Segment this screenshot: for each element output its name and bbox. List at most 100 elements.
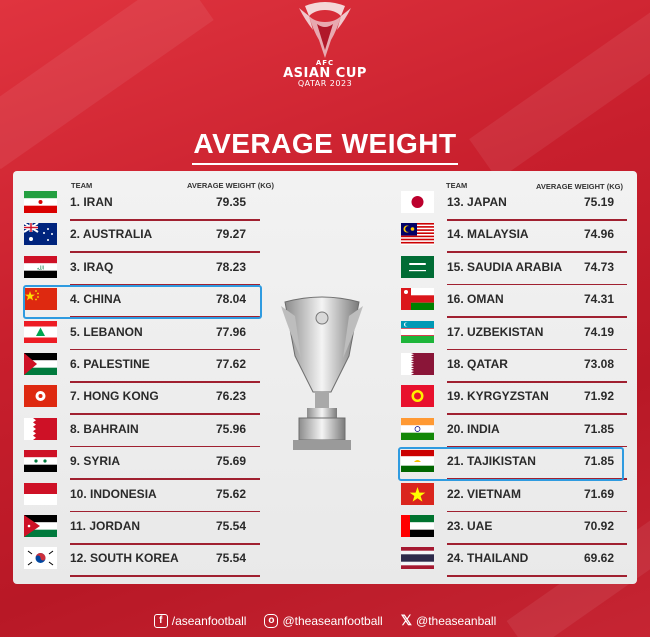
team-row: 16. OMAN 74.31 bbox=[401, 288, 631, 318]
row-underline bbox=[447, 543, 627, 545]
row-underline bbox=[70, 543, 260, 545]
team-weight: 71.92 bbox=[584, 389, 615, 404]
left-weight-header: AVERAGE WEIGHT (KG) bbox=[187, 181, 274, 190]
row-underline bbox=[447, 283, 627, 286]
team-weight: 75.19 bbox=[584, 195, 615, 209]
lebanon-flag-icon bbox=[24, 320, 57, 343]
ranking-panel: TEAM AVERAGE WEIGHT (KG) TEAM AVERAGE WE… bbox=[13, 171, 637, 584]
team-row: 7. HONG KONG 76.23 bbox=[24, 385, 264, 415]
jordan-flag-icon bbox=[24, 515, 57, 537]
team-name: 20. INDIA bbox=[447, 421, 500, 436]
team-row: 17. UZBEKISTAN 74.19 bbox=[401, 320, 631, 351]
team-weight: 74.73 bbox=[584, 259, 615, 274]
team-weight: 78.23 bbox=[216, 259, 247, 274]
saudi-arabia-flag-icon bbox=[401, 255, 434, 278]
team-row: 23. UAE 70.92 bbox=[401, 515, 631, 545]
thailand-flag-icon bbox=[401, 547, 434, 570]
team-row: 1. IRAN 79.35 bbox=[24, 191, 264, 221]
team-weight: 74.19 bbox=[584, 324, 615, 339]
social-footer: f /aseanfootball o @theaseanfootball 𝕏 @… bbox=[0, 612, 650, 629]
row-underline bbox=[447, 348, 627, 351]
team-row: 6. PALESTINE 77.62 bbox=[24, 353, 264, 383]
team-name: 18. QATAR bbox=[447, 357, 508, 371]
team-row: 19. KYRGYZSTAN 71.92 bbox=[401, 385, 631, 415]
team-row: 11. JORDAN 75.54 bbox=[24, 515, 264, 545]
x-handle: @theaseanball bbox=[416, 613, 497, 628]
team-weight: 75.62 bbox=[216, 486, 247, 501]
team-name: 2. AUSTRALIA bbox=[70, 227, 153, 242]
team-weight: 77.62 bbox=[216, 357, 247, 371]
team-row: 8. BAHRAIN 75.96 bbox=[24, 417, 264, 448]
team-row: 10. INDONESIA 75.62 bbox=[24, 482, 264, 513]
team-name: 8. BAHRAIN bbox=[70, 421, 139, 436]
team-name: 9. SYRIA bbox=[70, 454, 121, 469]
team-name: 15. SAUDIA ARABIA bbox=[447, 259, 563, 274]
team-name: 21. TAJIKISTAN bbox=[447, 454, 536, 469]
team-row: 20. INDIA 71.85 bbox=[401, 417, 631, 448]
team-weight: 79.27 bbox=[216, 227, 247, 242]
team-row: 4. CHINA 78.04 bbox=[24, 288, 264, 318]
logo-afc: AFC bbox=[315, 59, 335, 67]
facebook-handle: /aseanfootball bbox=[171, 613, 247, 628]
team-weight: 73.08 bbox=[584, 357, 615, 371]
team-name: 23. UAE bbox=[447, 519, 493, 533]
team-weight: 75.54 bbox=[216, 519, 247, 533]
team-row: 22. VIETNAM 71.69 bbox=[401, 482, 631, 513]
team-row: الله 3. IRAQ 78.23 bbox=[24, 255, 264, 286]
team-row: 21. TAJIKISTAN 71.85 bbox=[401, 450, 631, 480]
team-row: 15. SAUDIA ARABIA 74.73 bbox=[401, 255, 631, 286]
syria-flag-icon bbox=[24, 450, 57, 473]
tajikistan-flag-icon bbox=[401, 450, 434, 473]
team-name: 3. IRAQ bbox=[70, 259, 114, 274]
team-name: 12. SOUTH KOREA bbox=[70, 551, 179, 566]
row-underline bbox=[447, 575, 627, 577]
iran-flag-icon bbox=[24, 191, 57, 213]
team-weight: 75.96 bbox=[216, 421, 247, 436]
row-underline bbox=[447, 251, 627, 253]
india-flag-icon bbox=[401, 417, 434, 440]
team-name: 17. UZBEKISTAN bbox=[447, 324, 544, 339]
team-weight: 79.35 bbox=[216, 195, 247, 209]
row-underline bbox=[70, 575, 260, 577]
team-weight: 71.69 bbox=[584, 486, 615, 501]
footer-instagram[interactable]: o @theaseanfootball bbox=[264, 612, 383, 629]
footer-x[interactable]: 𝕏 @theaseanball bbox=[401, 612, 497, 629]
highlight-box-tajikistan bbox=[398, 447, 624, 481]
row-underline bbox=[70, 445, 260, 448]
team-row: 12. SOUTH KOREA 75.54 bbox=[24, 547, 264, 577]
team-row: 18. QATAR 73.08 bbox=[401, 353, 631, 383]
hong-kong-flag-icon bbox=[24, 385, 57, 408]
team-name: 19. KYRGYZSTAN bbox=[447, 389, 549, 404]
trophy-icon bbox=[281, 296, 363, 450]
svg-text:الله: الله bbox=[37, 265, 44, 271]
row-underline bbox=[447, 445, 627, 448]
row-underline bbox=[447, 478, 627, 480]
qatar-flag-icon bbox=[401, 353, 434, 375]
south-korea-flag-icon bbox=[24, 547, 57, 570]
team-name: 4. CHINA bbox=[70, 292, 122, 307]
left-team-header: TEAM bbox=[71, 181, 93, 190]
right-team-header: TEAM bbox=[446, 181, 468, 190]
uzbekistan-flag-icon bbox=[401, 320, 434, 343]
row-underline bbox=[447, 413, 627, 415]
right-weight-header: AVERAGE WEIGHT (KG) bbox=[536, 182, 623, 191]
japan-flag-icon bbox=[401, 191, 434, 213]
row-underline bbox=[70, 478, 260, 480]
row-underline bbox=[70, 348, 260, 351]
trophy-logo-icon bbox=[299, 2, 351, 58]
australia-flag-icon bbox=[24, 223, 57, 246]
footer-facebook[interactable]: f /aseanfootball bbox=[153, 612, 247, 629]
team-name: 24. THAILAND bbox=[447, 551, 529, 566]
team-row: 13. JAPAN 75.19 bbox=[401, 191, 631, 221]
instagram-icon: o bbox=[264, 613, 279, 628]
logo-qatar: QATAR 2023 bbox=[297, 79, 353, 88]
team-name: 13. JAPAN bbox=[447, 195, 507, 209]
team-name: 22. VIETNAM bbox=[447, 486, 522, 501]
team-weight: 71.85 bbox=[584, 421, 615, 436]
indonesia-flag-icon bbox=[24, 482, 57, 505]
team-name: 6. PALESTINE bbox=[70, 357, 150, 371]
team-name: 5. LEBANON bbox=[70, 324, 143, 339]
team-weight: 77.96 bbox=[216, 324, 247, 339]
team-name: 11. JORDAN bbox=[70, 519, 141, 533]
row-underline bbox=[70, 316, 260, 318]
